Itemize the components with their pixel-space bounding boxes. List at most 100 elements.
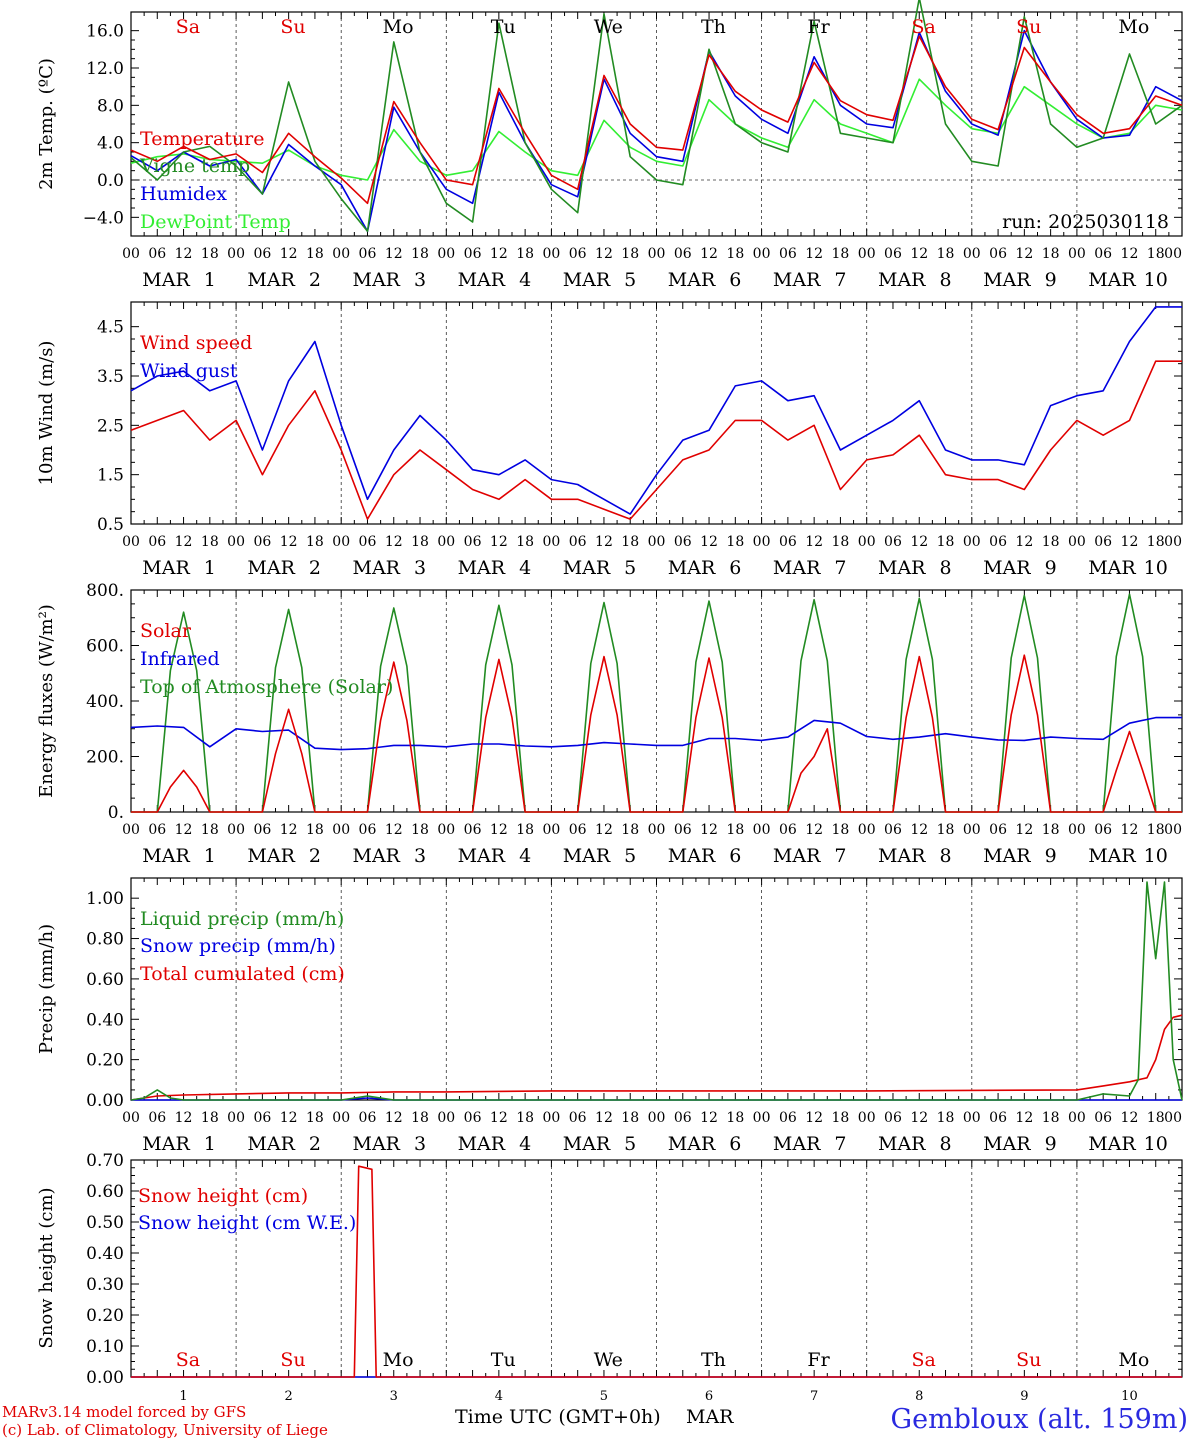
day-number-label: 4 — [519, 269, 531, 291]
hour-tick-label: 00 — [227, 534, 245, 550]
hour-tick-label: 00 — [227, 246, 245, 262]
hour-tick-label: 12 — [385, 822, 403, 838]
wind-series-line — [130, 360, 1182, 520]
weekday-label: Mo — [383, 16, 414, 38]
hour-tick-label: 00 — [1068, 534, 1086, 550]
hour-tick-label: 06 — [464, 822, 482, 838]
month-label: MAR — [1088, 557, 1136, 579]
day-number-label: 7 — [834, 557, 846, 579]
temp-panel: −4.0 0.0 4.0 8.0 12.0 16.0 2m Temp. (ºC) Temper… — [36, 0, 1183, 291]
month-label: MAR — [247, 269, 295, 291]
snow-y-axis-label: Snow height (cm) — [36, 1187, 57, 1348]
hour-tick-label: 00 — [122, 534, 140, 550]
wind-y-axis-label: 10m Wind (m/s) — [36, 341, 57, 486]
hour-tick-label: 12 — [385, 1110, 403, 1126]
hour-tick-label: 12 — [280, 246, 298, 262]
day-number-label: 1 — [204, 557, 216, 579]
month-label: MAR — [352, 557, 400, 579]
hour-tick-label: 12 — [175, 534, 193, 550]
weekday-label: Tu — [491, 1349, 516, 1371]
day-number-label: 8 — [939, 269, 951, 291]
day-number-label: 10 — [1144, 557, 1168, 579]
day-number-label: 1 — [204, 269, 216, 291]
hour-tick-label: 12 — [280, 1110, 298, 1126]
hour-tick-label: 06 — [148, 1110, 166, 1126]
temp-y-tick-label: 12.0 — [86, 59, 124, 79]
hour-tick-label: 12 — [700, 822, 718, 838]
wind-y-tick-label: 2.5 — [97, 416, 124, 436]
temp-legend-entry: Vigne temp — [139, 155, 250, 177]
precip-series-line — [130, 881, 1183, 1101]
hour-tick-label: 00 — [753, 534, 771, 550]
hour-tick-label: 18 — [1147, 246, 1165, 262]
month-label: MAR — [1088, 1133, 1136, 1155]
hour-tick-label: 18 — [411, 1110, 429, 1126]
hour-tick-label: 00 — [963, 246, 981, 262]
day-number-label: 6 — [729, 269, 741, 291]
hour-tick-label: 06 — [779, 534, 797, 550]
hour-tick-label: 00 — [753, 1110, 771, 1126]
hour-tick-label: 06 — [1094, 822, 1112, 838]
day-number-label: 4 — [519, 1133, 531, 1155]
weekday-label: Sa — [176, 16, 200, 38]
hour-tick-label: 00 — [542, 822, 560, 838]
wind-y-tick-label: 4.5 — [97, 318, 124, 338]
energy-legend-entry: Top of Atmosphere (Solar) — [140, 676, 393, 698]
month-label: MAR — [668, 269, 716, 291]
hour-tick-label: 00 — [542, 534, 560, 550]
hour-tick-label: 12 — [910, 246, 928, 262]
temp-series-line — [130, 35, 1183, 205]
month-label: MAR — [142, 1133, 190, 1155]
day-number-label: 8 — [939, 557, 951, 579]
day-number-label: 3 — [414, 557, 426, 579]
day-number-label: 9 — [1045, 269, 1057, 291]
hour-tick-label: 18 — [516, 246, 534, 262]
day-number-label: 6 — [729, 557, 741, 579]
hour-tick-label: 18 — [937, 822, 955, 838]
hour-tick-label: 00 — [1164, 534, 1182, 550]
hour-tick-label: 12 — [910, 1110, 928, 1126]
hour-tick-label: 00 — [648, 1110, 666, 1126]
hour-tick-label: 12 — [280, 534, 298, 550]
precip-legend-entry: Total cumulated (cm) — [140, 963, 345, 985]
hour-tick-label: 00 — [332, 1110, 350, 1126]
hour-tick-label: 12 — [490, 534, 508, 550]
precip-y-tick-label: 0.60 — [86, 970, 124, 990]
hour-tick-label: 00 — [858, 1110, 876, 1126]
hour-tick-label: 06 — [674, 822, 692, 838]
hour-tick-label: 12 — [1121, 822, 1139, 838]
weekday-label: We — [594, 1349, 623, 1371]
month-label: MAR — [878, 845, 926, 867]
hour-tick-label: 18 — [937, 1110, 955, 1126]
hour-tick-label: 06 — [569, 534, 587, 550]
hour-tick-label: 00 — [437, 246, 455, 262]
day-number-label: 4 — [519, 845, 531, 867]
month-label: MAR — [247, 1133, 295, 1155]
snow-y-tick-label: 0.00 — [86, 1368, 124, 1388]
hour-tick-label: 00 — [122, 822, 140, 838]
hour-tick-label: 06 — [884, 534, 902, 550]
month-label: MAR — [773, 557, 821, 579]
hour-tick-label: 06 — [884, 822, 902, 838]
hour-tick-label: 00 — [858, 822, 876, 838]
hour-tick-label: 06 — [569, 246, 587, 262]
hour-tick-label: 12 — [490, 822, 508, 838]
hour-tick-label: 00 — [437, 822, 455, 838]
hour-tick-label: 06 — [779, 822, 797, 838]
hour-tick-label: 00 — [753, 246, 771, 262]
hour-tick-label: 12 — [910, 534, 928, 550]
hour-tick-label: 00 — [1068, 246, 1086, 262]
hour-tick-label: 18 — [1147, 534, 1165, 550]
hour-tick-label: 00 — [122, 246, 140, 262]
weekday-label: Su — [280, 16, 305, 38]
hour-tick-label: 18 — [1147, 1110, 1165, 1126]
snow-panel: 0.00 0.10 0.20 0.30 0.40 0.50 0.60 0.70 Snow hei… — [36, 1151, 1183, 1404]
hour-tick-label: 18 — [516, 1110, 534, 1126]
hour-tick-label: 06 — [1094, 1110, 1112, 1126]
snow-y-tick-label: 0.70 — [86, 1151, 124, 1171]
hour-tick-label: 18 — [201, 246, 219, 262]
weekday-label: Su — [1016, 1349, 1041, 1371]
hour-tick-label: 18 — [726, 822, 744, 838]
hour-tick-label: 12 — [1015, 1110, 1033, 1126]
hour-tick-label: 06 — [464, 246, 482, 262]
